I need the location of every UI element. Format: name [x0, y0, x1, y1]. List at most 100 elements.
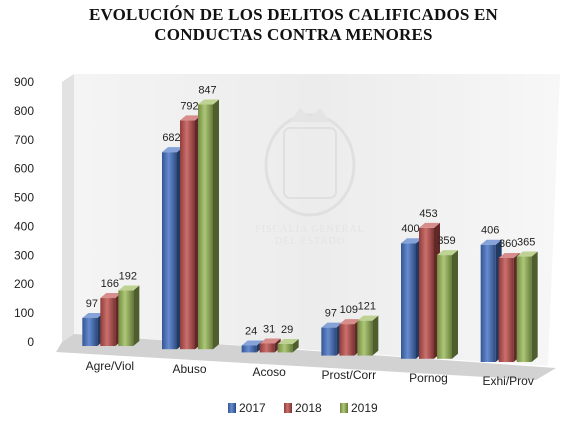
bar-top	[198, 99, 219, 105]
bar-top	[498, 253, 520, 258]
legend-label: 2017	[239, 401, 266, 415]
bar-side	[452, 250, 458, 359]
bar	[198, 99, 219, 350]
bar-front	[162, 152, 177, 350]
bar-top	[259, 338, 281, 344]
chart-title-line-2: CONDUCTAS CONTRA MENORES	[154, 25, 433, 44]
legend-label: 2019	[351, 401, 378, 415]
bar-front	[321, 327, 337, 356]
bar	[401, 238, 422, 359]
bar-top	[401, 238, 422, 244]
x-tick-label: Abuso	[172, 362, 206, 376]
bar-top	[118, 285, 140, 291]
x-tick-label: Pornog	[409, 371, 448, 385]
bar-top	[480, 239, 502, 245]
data-label: 453	[419, 208, 437, 220]
watermark-crown-icon	[290, 108, 330, 122]
y-tick-label: 600	[14, 162, 34, 176]
bar-top	[277, 339, 299, 345]
x-tick-label: Exhi/Prov	[482, 374, 533, 388]
data-label: 847	[198, 85, 216, 97]
data-label: 400	[401, 223, 419, 235]
bar-top	[419, 222, 440, 228]
legend-item: 2018	[284, 401, 322, 415]
bar	[82, 312, 104, 346]
legend-item: 2017	[228, 401, 266, 415]
bar	[516, 251, 538, 362]
data-label: 97	[325, 308, 337, 320]
watermark-text: DEL ESTADO	[275, 236, 345, 247]
bar-top	[180, 115, 201, 121]
legend-item: 2019	[340, 401, 378, 415]
bar-front	[498, 258, 514, 362]
bar	[277, 339, 299, 353]
data-label: 406	[481, 225, 499, 237]
bar-front	[100, 298, 116, 346]
bar-top	[100, 293, 122, 299]
x-tick-label: Agre/Viol	[86, 359, 134, 373]
chart-title-line-1: EVOLUCIÓN DE LOS DELITOS CALIFICADOS EN	[88, 5, 499, 24]
bar-front	[180, 120, 195, 350]
bar	[498, 253, 520, 362]
y-tick-label: 100	[14, 306, 34, 320]
data-label: 682	[162, 132, 180, 144]
bar-front	[277, 344, 293, 353]
y-tick-label: 900	[14, 75, 34, 89]
bar	[118, 285, 140, 346]
data-label: 359	[437, 235, 455, 247]
bar-front	[437, 255, 452, 359]
legend-swatch	[228, 403, 236, 413]
data-label: 97	[86, 298, 98, 310]
watermark-text: FISCALÍA GENERAL	[255, 223, 365, 235]
bar-front	[516, 256, 532, 362]
y-tick-label: 400	[14, 219, 34, 233]
data-label: 121	[358, 301, 376, 313]
bar-front	[339, 324, 355, 356]
y-tick-label: 800	[14, 104, 34, 118]
bar-top	[82, 312, 104, 318]
legend-swatch	[284, 403, 292, 413]
bar-top	[357, 315, 379, 321]
bar-top	[321, 322, 343, 328]
bar-side	[372, 315, 379, 356]
bar-top	[162, 147, 183, 153]
bar-front	[259, 343, 275, 353]
bar	[480, 239, 502, 362]
y-tick-label: 500	[14, 191, 34, 205]
y-tick-label: 0	[27, 335, 34, 349]
bar	[357, 315, 379, 356]
bar-front	[357, 320, 373, 356]
data-label: 166	[101, 278, 119, 290]
bar-front	[480, 244, 496, 362]
bar	[437, 250, 458, 359]
y-tick-label: 300	[14, 248, 34, 262]
watermark-emblem-icon	[264, 113, 356, 217]
bar-front	[401, 243, 416, 359]
bar-side	[292, 339, 299, 353]
data-label: 792	[180, 100, 198, 112]
data-label: 365	[517, 237, 535, 249]
side-wall	[62, 74, 74, 342]
bar-front	[241, 345, 257, 353]
bar	[162, 147, 183, 350]
bar-top	[516, 251, 538, 257]
bar-side	[531, 251, 538, 362]
bar-side	[213, 99, 219, 350]
data-label: 109	[340, 304, 358, 316]
bar	[100, 293, 122, 346]
bar-front	[419, 227, 434, 359]
bar-side	[133, 285, 140, 346]
legend-label: 2018	[295, 401, 322, 415]
bar-top	[241, 340, 263, 346]
bar	[321, 322, 343, 356]
data-label: 29	[281, 324, 293, 336]
bar-front	[82, 317, 98, 346]
bar-front	[118, 290, 134, 346]
data-label: 360	[499, 238, 517, 250]
data-label: 31	[263, 323, 275, 335]
bar-front	[198, 104, 213, 350]
legend-swatch	[340, 403, 348, 413]
